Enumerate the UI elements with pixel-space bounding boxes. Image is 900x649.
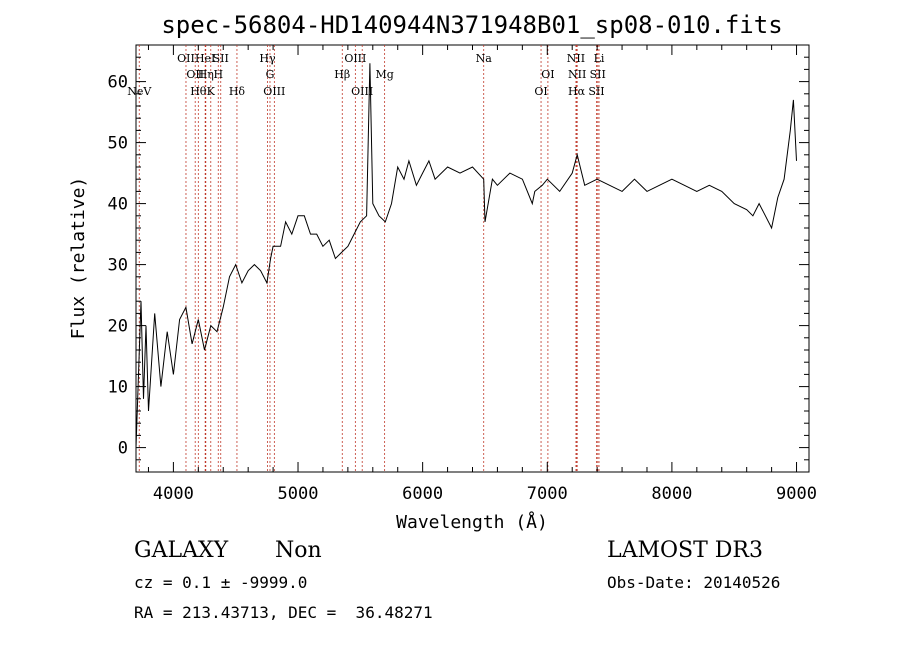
y-tick-label: 50 bbox=[108, 134, 128, 154]
y-axis-label: Flux (relative) bbox=[68, 177, 89, 340]
line-label: Hη bbox=[198, 68, 214, 81]
spectrum-chart: spec-56804-HD140944N371948B01_sp08-010.f… bbox=[68, 11, 817, 533]
x-tick-label: 8000 bbox=[651, 484, 692, 504]
line-label: Hβ bbox=[334, 68, 350, 81]
line-label: NII bbox=[568, 68, 586, 81]
x-tick-label: 9000 bbox=[776, 484, 817, 504]
line-label: Hθ bbox=[190, 85, 207, 98]
y-axis-ticks: 0 10 20 30 40 50 60 bbox=[108, 56, 809, 461]
obs-date: Obs-Date: 20140526 bbox=[607, 573, 781, 592]
x-tick-label: 5000 bbox=[278, 484, 319, 504]
y-tick-label: 10 bbox=[108, 378, 128, 398]
x-axis-ticks: 4000 5000 6000 7000 8000 9000 bbox=[147, 45, 817, 504]
line-label: OII bbox=[177, 52, 195, 65]
line-label: SII bbox=[588, 85, 604, 98]
line-label: Hα bbox=[568, 85, 586, 98]
redshift-cz: cz = 0.1 ± -9999.0 bbox=[134, 573, 308, 592]
line-label: K bbox=[207, 85, 216, 98]
x-tick-label: 6000 bbox=[402, 484, 443, 504]
line-label: Li bbox=[594, 52, 605, 65]
line-label: SII bbox=[590, 68, 606, 81]
x-axis-label: Wavelength (Å) bbox=[396, 511, 548, 533]
line-label: Na bbox=[476, 52, 493, 65]
emission-line-labels: NeVOIIOIIHθHeIHηKHSIIHδHγGOIIIHβOIIIOIII… bbox=[127, 52, 606, 98]
line-label: Mg bbox=[375, 68, 393, 81]
y-tick-label: 0 bbox=[118, 439, 128, 459]
line-label: OII bbox=[186, 68, 204, 81]
survey-name: LAMOST DR3 bbox=[607, 538, 763, 563]
emission-line-markers bbox=[138, 45, 600, 472]
y-tick-label: 20 bbox=[108, 317, 128, 337]
x-tick-label: 4000 bbox=[153, 484, 194, 504]
line-label: NII bbox=[567, 52, 585, 65]
line-label: OIII bbox=[351, 85, 373, 98]
line-label: SII bbox=[213, 52, 229, 65]
object-subclass: Non bbox=[275, 538, 322, 563]
line-label: Hδ bbox=[229, 85, 246, 98]
ra-dec: RA = 213.43713, DEC = 36.48271 bbox=[134, 603, 433, 622]
spectrum-line bbox=[135, 63, 797, 448]
x-tick-label: 7000 bbox=[527, 484, 568, 504]
line-label: OI bbox=[534, 85, 547, 98]
y-tick-label: 30 bbox=[108, 256, 128, 276]
line-label: OIII bbox=[263, 85, 285, 98]
line-label: OI bbox=[541, 68, 554, 81]
line-label: HeI bbox=[195, 52, 215, 65]
line-label: OIII bbox=[344, 52, 366, 65]
line-label: Hγ bbox=[259, 52, 276, 65]
chart-title: spec-56804-HD140944N371948B01_sp08-010.f… bbox=[161, 11, 782, 39]
line-label: G bbox=[266, 68, 275, 81]
y-tick-label: 60 bbox=[108, 73, 128, 93]
line-label: H bbox=[213, 68, 223, 81]
line-label: NeV bbox=[127, 85, 152, 98]
object-class: GALAXY bbox=[134, 538, 229, 563]
y-tick-label: 40 bbox=[108, 195, 128, 215]
